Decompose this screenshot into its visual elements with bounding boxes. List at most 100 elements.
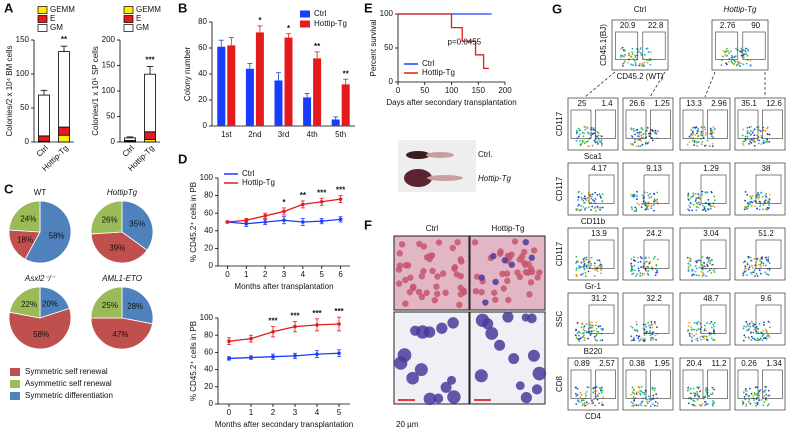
flow-dot <box>704 191 707 194</box>
flow-dot <box>703 328 706 330</box>
cell <box>428 252 436 259</box>
flow-dot <box>692 387 695 390</box>
flow-dot <box>745 47 747 50</box>
flow-dot <box>711 392 714 394</box>
flow-dot <box>697 321 700 323</box>
flow-dot <box>765 393 768 396</box>
gate-value: 13.9 <box>591 229 607 238</box>
flow-dot <box>687 270 690 273</box>
bar <box>284 37 293 126</box>
cell <box>478 288 485 296</box>
flow-dot <box>587 140 589 143</box>
flow-dot <box>656 270 658 272</box>
flow-dot <box>646 398 648 401</box>
flow-dot <box>577 208 580 211</box>
flow-dot <box>695 140 698 143</box>
gate <box>615 31 639 60</box>
flow-dot <box>640 266 642 269</box>
flow-dot <box>767 394 770 397</box>
pie-slice <box>9 286 41 319</box>
gate-value: 35.1 <box>741 99 757 108</box>
flow-dot <box>592 128 595 131</box>
flow-dot <box>759 130 762 133</box>
gate <box>650 109 671 139</box>
flow-dot <box>633 193 636 196</box>
flow-dot <box>747 268 750 271</box>
flow-dot <box>698 395 700 398</box>
legend-swatch <box>10 380 20 388</box>
flow-dot <box>592 132 595 135</box>
flow-dot <box>654 274 657 277</box>
flow-dot <box>596 130 599 133</box>
flow-dot <box>645 325 647 328</box>
legend-label: GM <box>50 23 63 32</box>
flow-dot <box>753 128 756 131</box>
flow-dot <box>581 404 584 407</box>
flow-dot <box>644 204 647 207</box>
flow-dot <box>740 54 743 57</box>
flow-dot <box>636 190 638 193</box>
flow-dot <box>694 134 697 136</box>
flow-dot <box>645 266 648 269</box>
gate <box>707 369 728 399</box>
flow-dot <box>732 59 735 62</box>
flow-dot <box>767 320 770 323</box>
flow-dot <box>586 267 589 270</box>
flow-dot <box>645 260 648 263</box>
cell <box>449 244 456 252</box>
flow-dot <box>692 192 695 195</box>
flow-dot <box>649 326 652 329</box>
x-tick-label: 0 <box>396 86 401 95</box>
flow-dot <box>580 143 583 145</box>
flow-dot <box>725 63 728 66</box>
cell <box>478 274 485 281</box>
flow-dot <box>752 271 755 274</box>
flow-dot <box>749 402 752 405</box>
cell <box>433 283 440 290</box>
flow-dot <box>591 193 594 196</box>
flow-dot <box>696 144 698 147</box>
bar <box>255 32 264 126</box>
flow-dot <box>742 273 745 276</box>
gate-value: 11.2 <box>712 359 728 368</box>
flow-dot <box>763 142 765 144</box>
significance: *** <box>317 188 327 197</box>
bar-segment <box>144 131 156 140</box>
flow-dot <box>755 402 758 405</box>
flow-dot <box>712 126 715 128</box>
flow-dot <box>574 334 577 336</box>
flow-dot <box>689 201 692 204</box>
flow-dot <box>762 129 765 132</box>
flow-dot <box>691 328 693 331</box>
legend-swatch <box>300 10 310 18</box>
flow-dot <box>762 329 765 332</box>
flow-dot <box>649 260 652 263</box>
flow-dot <box>584 394 587 397</box>
cell <box>508 251 515 258</box>
flow-dot <box>595 339 598 342</box>
flow-dot <box>746 131 749 134</box>
flow-dot <box>768 262 771 264</box>
flow-dot <box>627 54 630 57</box>
flow-dot <box>632 396 635 398</box>
flow-dot <box>583 329 586 332</box>
flow-dot <box>627 61 629 64</box>
flow-dot <box>762 264 765 267</box>
bar <box>274 80 283 126</box>
flow-dot <box>630 262 633 265</box>
marker <box>271 354 275 359</box>
flow-dot <box>575 403 578 405</box>
flow-dot <box>713 128 716 131</box>
flow-dot <box>640 127 643 130</box>
flow-dot <box>706 257 709 259</box>
pie-slice <box>24 200 72 264</box>
marker <box>282 218 286 223</box>
flow-dot <box>652 337 654 339</box>
flow-dot <box>738 65 741 67</box>
cell <box>515 381 525 391</box>
y-axis-label: CD45.1(BJ) <box>599 24 608 66</box>
x-axis-label: Months after transplantation <box>234 282 333 291</box>
flow-dot <box>702 265 705 268</box>
significance: *** <box>334 307 344 316</box>
flow-dot <box>765 139 768 142</box>
